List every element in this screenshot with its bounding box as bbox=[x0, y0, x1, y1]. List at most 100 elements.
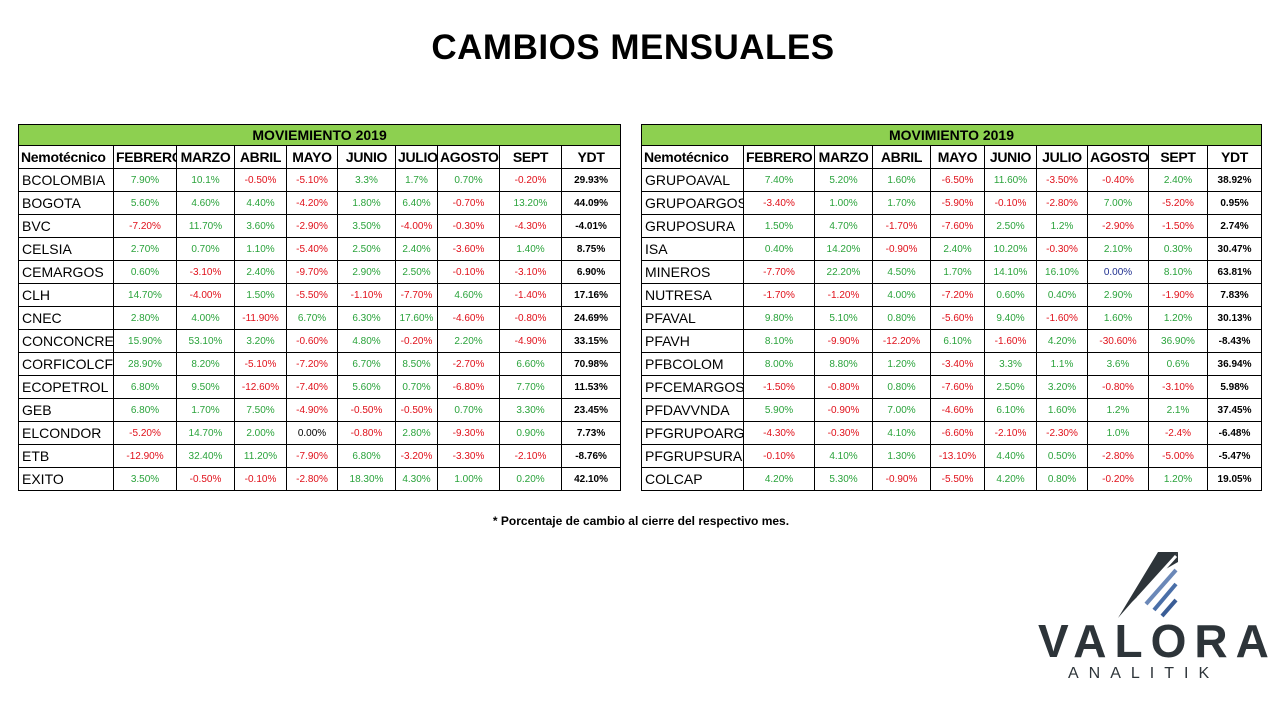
column-header: ABRIL bbox=[872, 145, 931, 169]
change-cell: 1.70% bbox=[930, 260, 985, 284]
table-row: PFBCOLOM 8.00% 8.80% 1.20% -3.40% 3.3% 1.1% 3.6… bbox=[641, 352, 1263, 376]
change-cell: -0.90% bbox=[872, 467, 931, 491]
change-cell: -0.30% bbox=[814, 421, 873, 445]
change-cell: 0.20% bbox=[499, 467, 562, 491]
change-cell: 14.70% bbox=[113, 283, 177, 307]
change-cell: 1.60% bbox=[1087, 306, 1149, 330]
change-cell: -5.50% bbox=[930, 467, 985, 491]
ticker-cell: CEMARGOS bbox=[18, 260, 114, 284]
change-cell: 0.00% bbox=[286, 421, 338, 445]
change-cell: -13.10% bbox=[930, 444, 985, 468]
change-cell: -0.90% bbox=[872, 237, 931, 261]
change-cell: -7.40% bbox=[286, 375, 338, 399]
change-cell: 2.90% bbox=[1087, 283, 1149, 307]
table-row: COLCAP 4.20% 5.30% -0.90% -5.50% 4.20% 0.80% -0… bbox=[641, 467, 1263, 491]
change-cell: 4.20% bbox=[1036, 329, 1088, 353]
ticker-cell: GEB bbox=[18, 398, 114, 422]
change-cell: -7.20% bbox=[286, 352, 338, 376]
ytd-cell: 30.13% bbox=[1206, 306, 1263, 330]
change-cell: 4.40% bbox=[984, 444, 1037, 468]
change-cell: 1.60% bbox=[872, 168, 931, 192]
change-cell: 2.00% bbox=[234, 421, 287, 445]
table-row: MINEROS -7.70% 22.20% 4.50% 1.70% 14.10% 16.10… bbox=[641, 260, 1263, 284]
change-cell: 13.20% bbox=[499, 191, 562, 215]
change-cell: 1.1% bbox=[1036, 352, 1088, 376]
ticker-cell: EXITO bbox=[18, 467, 114, 491]
change-cell: 4.50% bbox=[872, 260, 931, 284]
change-cell: 0.80% bbox=[1036, 467, 1088, 491]
ticker-cell: BVC bbox=[18, 214, 114, 238]
change-cell: -2.30% bbox=[1036, 421, 1088, 445]
ticker-cell: PFDAVVNDA bbox=[641, 398, 744, 422]
change-cell: 5.20% bbox=[814, 168, 873, 192]
change-cell: 4.60% bbox=[176, 191, 235, 215]
change-cell: 1.70% bbox=[872, 191, 931, 215]
change-cell: 8.20% bbox=[176, 352, 235, 376]
change-cell: 6.70% bbox=[337, 352, 396, 376]
change-cell: 7.40% bbox=[743, 168, 815, 192]
movement-table-left: MOVIEMIENTO 2019 Nemotécnico FEBRERO MARZO… bbox=[17, 124, 622, 491]
table-row: PFDAVVNDA 5.90% -0.90% 7.00% -4.60% 6.10% 1.60… bbox=[641, 398, 1263, 422]
change-cell: 2.40% bbox=[234, 260, 287, 284]
change-cell: -3.60% bbox=[437, 237, 500, 261]
change-cell: 8.80% bbox=[814, 352, 873, 376]
change-cell: -4.30% bbox=[499, 214, 562, 238]
change-cell: 3.50% bbox=[113, 467, 177, 491]
column-header: YDT bbox=[1206, 145, 1263, 169]
change-cell: -7.70% bbox=[743, 260, 815, 284]
table-row: GRUPOARGOS -3.40% 1.00% 1.70% -5.90% -0.10% -2… bbox=[641, 191, 1263, 215]
change-cell: -5.40% bbox=[286, 237, 338, 261]
ticker-cell: COLCAP bbox=[641, 467, 744, 491]
change-cell: -0.50% bbox=[395, 398, 438, 422]
ticker-cell: PFAVAL bbox=[641, 306, 744, 330]
change-cell: 3.20% bbox=[1036, 375, 1088, 399]
change-cell: 0.6% bbox=[1148, 352, 1208, 376]
change-cell: 1.00% bbox=[437, 467, 500, 491]
change-cell: 0.90% bbox=[499, 421, 562, 445]
change-cell: 4.40% bbox=[234, 191, 287, 215]
table-row: ELCONDOR -5.20% 14.70% 2.00% 0.00% -0.80% 2.80… bbox=[18, 421, 622, 445]
change-cell: -1.60% bbox=[1036, 306, 1088, 330]
change-cell: 14.70% bbox=[176, 421, 235, 445]
change-cell: -0.80% bbox=[1087, 375, 1149, 399]
change-cell: 4.10% bbox=[814, 444, 873, 468]
change-cell: -0.80% bbox=[337, 421, 396, 445]
ytd-cell: 24.69% bbox=[560, 306, 622, 330]
change-cell: 6.70% bbox=[286, 306, 338, 330]
change-cell: 4.60% bbox=[437, 283, 500, 307]
ticker-cell: CORFICOLCF bbox=[18, 352, 114, 376]
column-header: Nemotécnico bbox=[18, 145, 114, 169]
change-cell: -5.90% bbox=[930, 191, 985, 215]
change-cell: 1.0% bbox=[1087, 421, 1149, 445]
change-cell: -0.10% bbox=[984, 191, 1037, 215]
change-cell: 11.60% bbox=[984, 168, 1037, 192]
ytd-cell: 6.90% bbox=[560, 260, 622, 284]
change-cell: 2.40% bbox=[1148, 168, 1208, 192]
change-cell: -12.20% bbox=[872, 329, 931, 353]
table-row: PFGRUPSURA -0.10% 4.10% 1.30% -13.10% 4.40% 0.… bbox=[641, 444, 1263, 468]
change-cell: 17.60% bbox=[395, 306, 438, 330]
column-header: SEPT bbox=[499, 145, 562, 169]
change-cell: -3.50% bbox=[1036, 168, 1088, 192]
change-cell: -1.70% bbox=[743, 283, 815, 307]
change-cell: -2.70% bbox=[437, 352, 500, 376]
change-cell: 2.80% bbox=[113, 306, 177, 330]
change-cell: -5.20% bbox=[1148, 191, 1208, 215]
ytd-cell: 37.45% bbox=[1206, 398, 1263, 422]
change-cell: 0.30% bbox=[1148, 237, 1208, 261]
change-cell: -0.20% bbox=[1087, 467, 1149, 491]
change-cell: 1.7% bbox=[395, 168, 438, 192]
ytd-cell: 38.92% bbox=[1206, 168, 1263, 192]
ytd-cell: -8.43% bbox=[1206, 329, 1263, 353]
change-cell: -0.50% bbox=[337, 398, 396, 422]
column-header: JULIO bbox=[1036, 145, 1088, 169]
change-cell: -0.80% bbox=[814, 375, 873, 399]
column-header: MAYO bbox=[286, 145, 338, 169]
ticker-cell: PFBCOLOM bbox=[641, 352, 744, 376]
change-cell: -1.50% bbox=[1148, 214, 1208, 238]
change-cell: 11.20% bbox=[234, 444, 287, 468]
change-cell: 8.10% bbox=[743, 329, 815, 353]
change-cell: 1.80% bbox=[337, 191, 396, 215]
ticker-cell: ETB bbox=[18, 444, 114, 468]
ticker-cell: CNEC bbox=[18, 306, 114, 330]
